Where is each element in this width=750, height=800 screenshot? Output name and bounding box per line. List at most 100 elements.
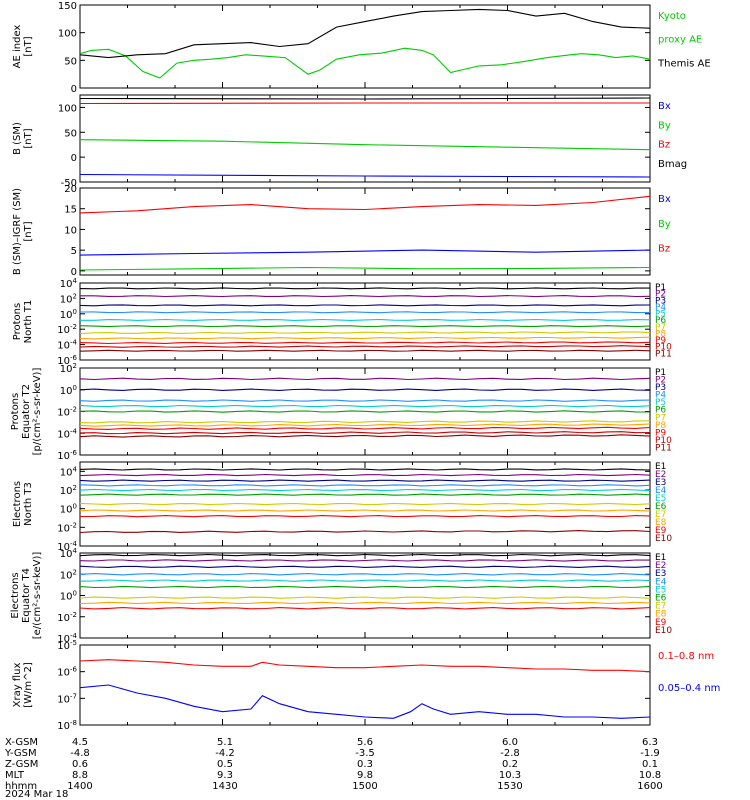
series-line-p2 (80, 295, 651, 298)
y-tick-label: 100 (60, 384, 77, 397)
x-axis-value: 9.8 (357, 770, 373, 781)
y-tick-label: 10-2 (57, 406, 77, 419)
y-tick-label: 104 (60, 277, 78, 290)
panel-ee: 104 102 100 10-2 10-4 Electrons Equator T4 [e/(… (10, 547, 672, 645)
x-axis-value: 10.3 (499, 770, 521, 781)
legend-entry: P7 (655, 413, 666, 423)
series-line-by (79, 102, 650, 105)
panel-frame (79, 552, 651, 639)
y-tick-label: 100 (60, 308, 77, 321)
x-axis-value: 6.3 (642, 737, 658, 748)
y-tick-label: 102 (60, 362, 77, 375)
series-line-e7 (79, 502, 651, 506)
series-line-p2 (79, 377, 651, 381)
legend-entry: E5 (655, 494, 666, 504)
series-line-e5 (79, 488, 651, 492)
legend-entry: Bx (658, 194, 671, 205)
legend-entry: E5 (655, 585, 666, 595)
series-line-0-1-0-8-nm (79, 659, 651, 673)
legend-entry: P1 (655, 368, 666, 378)
series-line-e8 (79, 601, 651, 605)
y-tick-label: 10-4 (57, 427, 77, 440)
series-line-p8 (79, 423, 651, 427)
panel-ae: 0 50 100 150 AE index [nT] Kyoto proxy AE Themis… (12, 1, 711, 95)
legend-entry: Themis AE (657, 58, 711, 69)
y-tick-label: 10-2 (57, 521, 77, 534)
x-axis-value: 5.6 (357, 737, 373, 748)
legend-entry: Bz (658, 244, 670, 255)
panel-y-label: [nT] (23, 221, 34, 241)
y-tick-label: 102 (60, 484, 77, 497)
series-line-e6 (79, 585, 651, 589)
series-line-e4 (79, 573, 651, 576)
legend-entry: E6 (655, 594, 667, 604)
legend-entry: P11 (655, 349, 672, 359)
series-line-e4 (79, 484, 651, 487)
panel-pn: 104 102 100 10-2 10-4 10-6 Protons North T1 P1P2… (12, 277, 672, 367)
legend-entry: By (658, 120, 671, 131)
y-tick-label: 0 (71, 84, 77, 95)
y-tick-label: 104 (60, 465, 78, 478)
panel-y-label: [nT] (23, 128, 34, 148)
legend-entry: P8 (655, 329, 666, 339)
legend-entry: 0.1–0.8 nm (658, 651, 714, 662)
x-axis-value: 10.8 (639, 770, 661, 781)
x-axis-row-label: hhmm (5, 781, 37, 792)
series-line-p4 (79, 311, 651, 314)
x-axis-value: 0.6 (72, 759, 88, 770)
series-line-e10 (79, 530, 651, 534)
legend-entry: proxy AE (658, 35, 702, 46)
legend-entry: P6 (655, 316, 666, 326)
panel-bsm: -50 0 50 100 B (SM) [nT] Bx By Bz Bmag (12, 94, 687, 189)
y-tick-label: 10-7 (57, 692, 77, 705)
legend-entry: E10 (655, 626, 672, 636)
panel-y-label: Electrons (12, 481, 23, 527)
legend-entry: P1 (655, 283, 666, 293)
legend-entry: P8 (655, 421, 666, 431)
series-line-p5 (80, 318, 651, 321)
y-tick-label: 10-8 (57, 719, 77, 732)
y-tick-label: 100 (60, 590, 77, 603)
series-line-p10 (79, 431, 651, 435)
y-tick-label: 10-6 (57, 666, 77, 679)
x-axis-row-label: X-GSM (5, 737, 38, 748)
panel-y-label: B (SM) (12, 122, 23, 155)
series-line-by (79, 249, 651, 256)
legend-entry: P4 (655, 391, 666, 401)
legend-entry: E3 (655, 569, 666, 579)
legend-entry: P7 (655, 323, 666, 333)
y-tick-label: -50 (61, 178, 77, 189)
series-line-p11 (79, 434, 651, 438)
x-axis-value: 0.5 (217, 759, 233, 770)
x-axis-value: 1400 (67, 781, 92, 792)
series-line-p9 (79, 426, 651, 430)
legend-entry: P3 (655, 383, 666, 393)
y-tick-label: 100 (60, 503, 77, 516)
legend-entry: P4 (655, 303, 666, 313)
y-tick-label: 100 (58, 29, 77, 40)
y-tick-label: 50 (64, 128, 77, 139)
series-line-p3 (79, 304, 651, 307)
legend-entry: E10 (655, 534, 672, 544)
series-line-p6 (79, 325, 651, 328)
x-axis-value: -4.8 (70, 748, 90, 759)
legend-entry: E4 (655, 577, 667, 587)
series-line-e5 (79, 579, 651, 582)
series-line-p4 (79, 399, 651, 402)
panel-y-label: North T1 (23, 300, 34, 344)
series-line-p8 (79, 336, 651, 340)
y-tick-label: 102 (60, 568, 77, 581)
legend-entry: E8 (655, 518, 667, 528)
series-line-0-05-0-4-nm (79, 684, 651, 719)
panel-y-label: AE index (12, 25, 23, 69)
panel-y-label: [W/m^2] (23, 662, 34, 708)
panel-en: 104 102 100 10-2 10-4 Electrons North T3 E1E2E3… (12, 461, 672, 553)
series-line-e7 (79, 596, 651, 599)
series-line-e2 (79, 559, 651, 562)
y-tick-label: 10-5 (57, 639, 77, 652)
legend-entry: P3 (655, 296, 666, 306)
y-tick-label: 5 (71, 246, 77, 257)
series-line-bx (79, 97, 651, 100)
legend-entry: P2 (655, 290, 666, 300)
y-tick-label: 10-2 (57, 323, 77, 336)
